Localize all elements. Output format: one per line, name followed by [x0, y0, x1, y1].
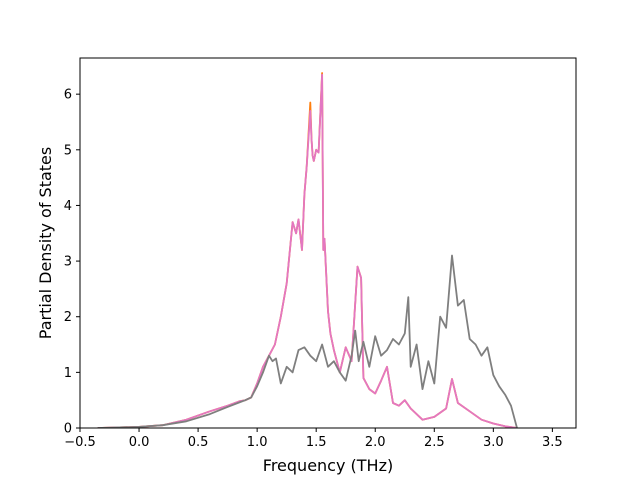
y-tick-label: 4 — [64, 199, 72, 214]
y-tick-label: 1 — [64, 366, 72, 381]
x-axis-label: Frequency (THz) — [263, 456, 393, 475]
plot-frame — [79, 57, 577, 429]
y-tick-label: 2 — [64, 310, 72, 325]
series-line-3 — [97, 254, 518, 428]
x-tick-label: 0.0 — [129, 435, 150, 450]
y-tick-label: 3 — [64, 255, 72, 270]
x-tick-label: 0.5 — [188, 435, 209, 450]
x-tick-label: −0.5 — [64, 435, 96, 450]
y-tick-label: 5 — [64, 143, 72, 158]
y-axis-ticks: 0 1 2 3 4 5 6 — [64, 88, 80, 437]
x-tick-label: 3.5 — [542, 435, 563, 450]
x-axis-ticks: −0.5 0.0 0.5 1.0 1.5 2.0 2.5 3.0 3.5 — [64, 428, 563, 450]
x-tick-label: 1.5 — [306, 435, 327, 450]
series-line-2 — [97, 73, 518, 428]
y-axis-label: Partial Density of States — [36, 147, 55, 339]
x-tick-label: 2.0 — [365, 435, 386, 450]
y-tick-label: 6 — [64, 88, 72, 103]
x-tick-label: 2.5 — [424, 435, 445, 450]
x-tick-label: 3.0 — [483, 435, 504, 450]
series-layer — [97, 72, 518, 428]
y-tick-label: 0 — [64, 422, 72, 437]
x-tick-label: 1.0 — [247, 435, 268, 450]
